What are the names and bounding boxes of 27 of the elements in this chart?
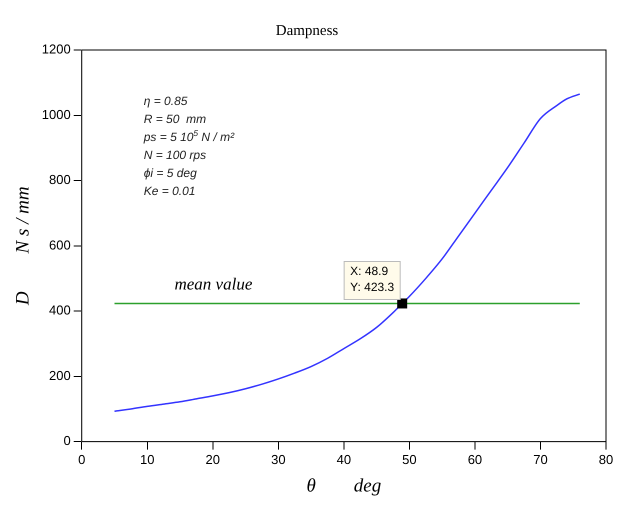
annotation: ϕi = 5 deg (144, 166, 198, 180)
line-series (114, 93, 581, 412)
x-axis-title: θ deg (306, 476, 382, 497)
y-axis-title: D N s / mm (12, 186, 34, 306)
y-tick-label: 1200 (42, 42, 71, 57)
x-tick-label: 70 (533, 452, 548, 467)
y-tick-label: 1000 (42, 106, 71, 122)
y-tick-label: 0 (63, 433, 71, 448)
y-tick-label: 400 (49, 302, 71, 318)
x-tick-label: 60 (468, 452, 482, 467)
annotation: X: 48.9 Y: 423.3 (350, 264, 395, 294)
x-tick-label: 0 (78, 452, 86, 467)
x-tick-label: 40 (336, 452, 352, 467)
annotation: η = 0.85 (144, 94, 188, 108)
annotation: R = 50 mm (144, 112, 206, 126)
y-tick-label: 200 (49, 368, 71, 383)
chart-title: Dampness (276, 22, 338, 39)
annotation: N = 100 rps (144, 148, 206, 162)
x-tick-label: 50 (402, 452, 417, 467)
x-tick-label: 20 (206, 452, 220, 467)
series-label: mean value (174, 274, 253, 294)
y-tick-label: 800 (49, 172, 71, 188)
x-tick-label: 10 (140, 452, 154, 467)
y-tick-label: 600 (49, 237, 71, 252)
annotation: Ke = 0.01 (144, 184, 196, 198)
x-tick-label: 30 (271, 452, 286, 467)
x-tick-label: 80 (598, 452, 614, 467)
